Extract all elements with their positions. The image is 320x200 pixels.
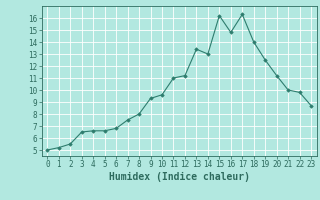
X-axis label: Humidex (Indice chaleur): Humidex (Indice chaleur) <box>109 172 250 182</box>
